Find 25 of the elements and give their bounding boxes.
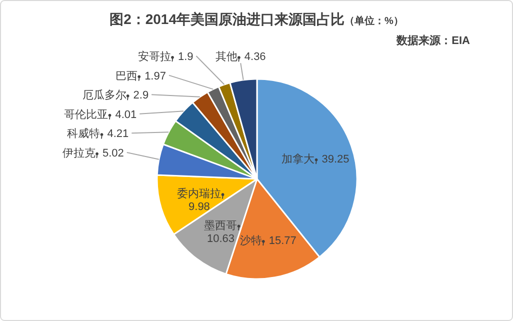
- chart-subtitle: （单位：%）: [344, 15, 404, 27]
- source-note: 数据来源：EIA: [396, 34, 470, 47]
- slice-label: 安哥拉: [138, 50, 171, 63]
- slice-label: 伊拉克: [62, 146, 96, 160]
- slice-label: 厄瓜多尔: [82, 88, 126, 102]
- slice-label: 科威特: [67, 127, 100, 140]
- data-label: 1.9: [178, 51, 194, 63]
- data-label: 4.36: [244, 51, 266, 64]
- data-label: 5.02: [102, 147, 124, 160]
- chart-title: 图2：2014年美国原油进口来源国占比: [110, 11, 345, 27]
- slice-label: 巴西: [116, 70, 138, 82]
- slice-label: 哥伦比亚: [64, 108, 108, 121]
- data-label: 4.21: [107, 128, 129, 140]
- data-label: 9.98: [188, 201, 210, 214]
- slice-label: 加拿大: [282, 152, 315, 166]
- slice-label: 委内瑞拉: [177, 187, 222, 200]
- data-label: 39.25: [322, 153, 350, 166]
- data-label: 1.97: [144, 70, 166, 82]
- slice-label: 沙特: [240, 234, 262, 247]
- data-label: 2.9: [133, 90, 149, 102]
- data-label: 10.63: [206, 232, 234, 245]
- data-label: 15.77: [268, 235, 296, 247]
- data-label: 4.01: [115, 108, 137, 121]
- slice-label: 其他: [215, 50, 238, 64]
- slice-label: 墨西哥: [204, 220, 238, 232]
